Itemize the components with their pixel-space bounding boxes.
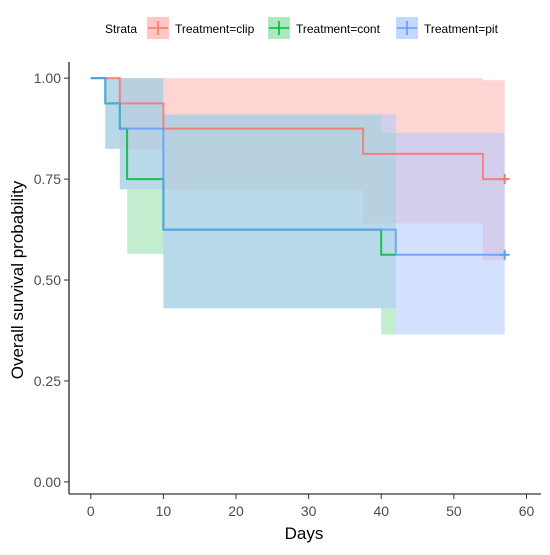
- x-tick-label-0: 0: [87, 503, 95, 519]
- survival-lines: [90, 77, 505, 256]
- legend-key-3: [396, 17, 418, 39]
- legend-label-3: Treatment=pit: [424, 22, 499, 36]
- survival-curve-3: [90, 77, 505, 256]
- censor-marks: [499, 174, 510, 260]
- x-ticks: 0 10 20 30 40 50 60: [87, 494, 535, 519]
- y-tick-label-1: 0.25: [34, 373, 61, 389]
- legend: Strata Treatment=clip Treatment=cont Treat…: [105, 17, 499, 39]
- y-tick-label-2: 0.50: [34, 272, 61, 288]
- x-axis-title: Days: [285, 524, 324, 543]
- confidence-band-3: [90, 78, 505, 335]
- x-tick-label-20: 20: [228, 503, 244, 519]
- x-tick-label-60: 60: [519, 503, 535, 519]
- x-tick-label-30: 30: [301, 503, 317, 519]
- confidence-bands: [90, 78, 505, 335]
- legend-key-2: [268, 17, 290, 39]
- censor-mark-1: [499, 174, 510, 185]
- axes: 0 10 20 30 40 50 60 0.00 0.25 0.50 0.75 1.00: [34, 62, 541, 519]
- y-tick-label-0: 0.00: [34, 474, 61, 490]
- survival-curve-1: [90, 77, 505, 181]
- legend-label-2: Treatment=cont: [296, 22, 381, 36]
- y-ticks: 0.00 0.25 0.50 0.75 1.00: [34, 70, 69, 490]
- x-tick-label-50: 50: [446, 503, 462, 519]
- legend-label-1: Treatment=clip: [175, 22, 255, 36]
- y-axis-title: Overall survival probability: [8, 180, 27, 379]
- y-tick-label-4: 1.00: [34, 70, 61, 86]
- x-tick-label-10: 10: [156, 503, 172, 519]
- legend-key-1: [147, 17, 169, 39]
- legend-title: Strata: [105, 22, 137, 36]
- censor-mark-3: [499, 249, 510, 260]
- x-tick-label-40: 40: [373, 503, 389, 519]
- y-tick-label-3: 0.75: [34, 171, 61, 187]
